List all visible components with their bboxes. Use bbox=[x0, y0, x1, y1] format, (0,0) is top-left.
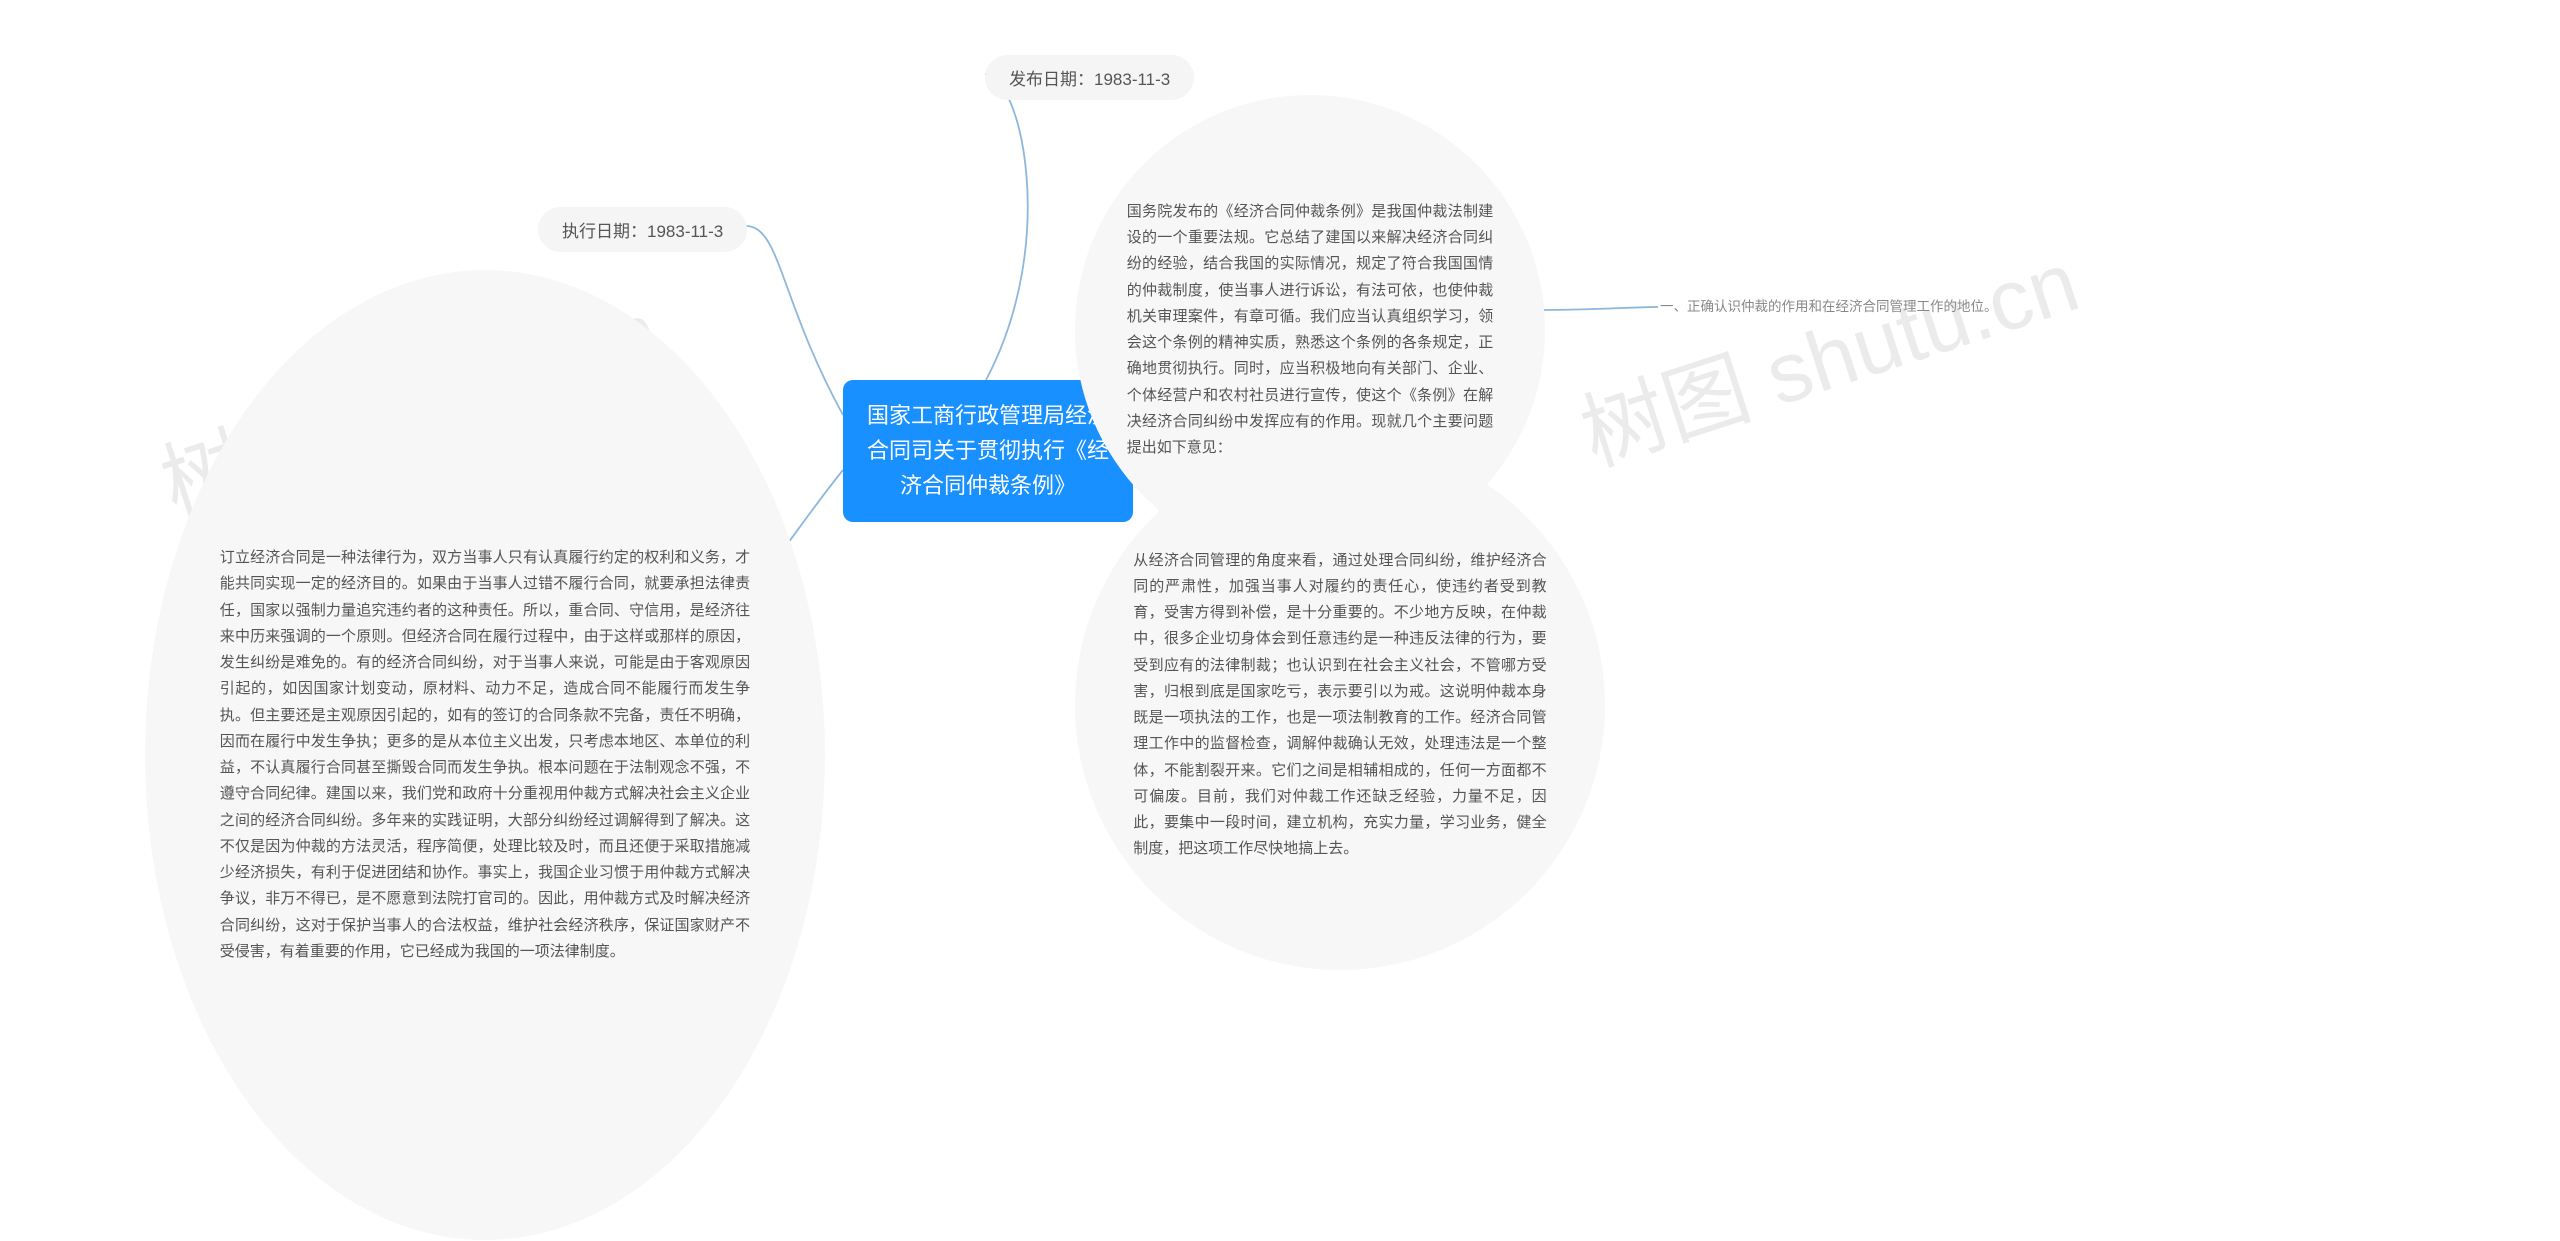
node-exec-date[interactable]: 执行日期：1983-11-3 bbox=[538, 207, 747, 252]
bubble-left[interactable]: 订立经济合同是一种法律行为，双方当事人只有认真履行约定的权利和义务，才能共同实现… bbox=[145, 270, 825, 1240]
bubble-top-right-text: 国务院发布的《经济合同仲裁条例》是我国仲裁法制建设的一个重要法规。它总结了建国以… bbox=[1127, 199, 1494, 462]
bubble-left-text: 订立经济合同是一种法律行为，双方当事人只有认真履行约定的权利和义务，才能共同实现… bbox=[220, 545, 750, 965]
watermark-2: 树图 shutu.cn bbox=[1564, 213, 2092, 489]
bubble-bottom-right-text: 从经济合同管理的角度来看，通过处理合同纠纷，维护经济合同的严肃性，加强当事人对履… bbox=[1133, 548, 1546, 863]
right-label-text: 一、正确认识仲裁的作用和在经济合同管理工作的地位。 bbox=[1660, 299, 1998, 314]
node-publish-date[interactable]: 发布日期：1983-11-3 bbox=[985, 55, 1194, 100]
bubble-bottom-right[interactable]: 从经济合同管理的角度来看，通过处理合同纠纷，维护经济合同的严肃性，加强当事人对履… bbox=[1075, 440, 1605, 970]
publish-date-text: 发布日期：1983-11-3 bbox=[1009, 70, 1170, 89]
exec-date-text: 执行日期：1983-11-3 bbox=[562, 222, 723, 241]
node-right-label[interactable]: 一、正确认识仲裁的作用和在经济合同管理工作的地位。 bbox=[1660, 295, 1998, 315]
center-node-text: 国家工商行政管理局经济合同司关于贯彻执行《经济合同仲裁条例》 bbox=[867, 403, 1109, 498]
